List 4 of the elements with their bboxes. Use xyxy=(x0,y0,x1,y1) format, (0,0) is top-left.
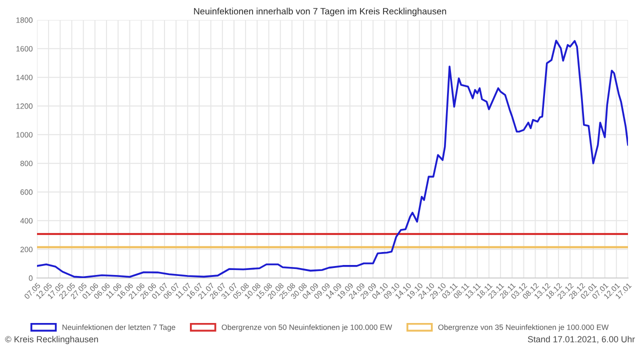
text: Stand 17.01.2021, 6.00 Uhr xyxy=(528,336,635,344)
line-series xyxy=(37,40,628,278)
text: © Kreis Recklinghausen xyxy=(5,336,98,344)
chart-title: Neuinfektionen innerhalb von 7 Tagen im Kreis Recklinghausen xyxy=(194,8,446,16)
